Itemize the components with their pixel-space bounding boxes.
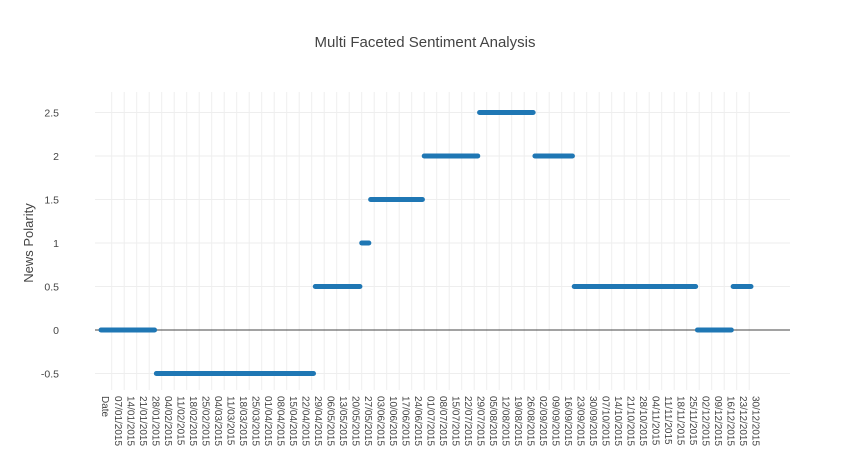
x-tick-label: 06/05/2015: [325, 396, 336, 446]
x-tick-label: 01/04/2015: [262, 396, 273, 446]
x-tick-label: 11/03/2015: [225, 396, 236, 446]
x-tick-labels: Date 07/01/2015 14/01/2015 21/01/2015 28/01/…: [99, 396, 761, 446]
chart-title: Multi Faceted Sentiment Analysis: [315, 34, 536, 51]
x-tick-label: 23/12/2015: [737, 396, 748, 446]
x-tick-label: 18/02/2015: [187, 396, 198, 446]
x-tick-label: 18/11/2015: [675, 396, 686, 446]
x-tick-label: 04/11/2015: [650, 396, 661, 446]
y-tick-label: 1: [53, 238, 59, 250]
grid-lines: [95, 92, 790, 390]
x-first-label: Date: [99, 396, 110, 418]
y-tick-label: 0: [53, 325, 59, 337]
x-tick-label: 27/05/2015: [362, 396, 373, 446]
y-tick-label: 2.5: [44, 108, 59, 120]
x-tick-label: 21/01/2015: [137, 396, 148, 446]
x-tick-label: 25/02/2015: [200, 396, 211, 446]
data-series: [98, 110, 754, 376]
x-tick-label: 12/08/2015: [500, 396, 511, 446]
x-tick-label: 02/12/2015: [700, 396, 711, 446]
y-axis-label: News Polarity: [21, 203, 36, 283]
x-tick-label: 16/12/2015: [725, 396, 736, 446]
x-tick-label: 22/07/2015: [462, 396, 473, 446]
x-tick-label: 30/12/2015: [750, 396, 761, 446]
y-tick-label: 0.5: [44, 282, 59, 294]
x-tick-label: 26/08/2015: [525, 396, 536, 446]
x-tick-label: 16/09/2015: [562, 396, 573, 446]
y-tick-label: 1.5: [44, 195, 59, 207]
x-tick-label: 09/09/2015: [550, 396, 561, 446]
x-tick-label: 19/08/2015: [512, 396, 523, 446]
x-tick-label: 08/04/2015: [275, 396, 286, 446]
x-tick-label: 10/06/2015: [387, 396, 398, 446]
x-tick-label: 15/07/2015: [450, 396, 461, 446]
x-tick-label: 09/12/2015: [712, 396, 723, 446]
x-tick-label: 02/09/2015: [537, 396, 548, 446]
x-tick-label: 17/06/2015: [400, 396, 411, 446]
x-tick-label: 21/10/2015: [625, 396, 636, 446]
x-tick-label: 07/10/2015: [600, 396, 611, 446]
x-tick-label: 22/04/2015: [300, 396, 311, 446]
x-tick-label: 14/10/2015: [612, 396, 623, 446]
x-tick-label: 13/05/2015: [337, 396, 348, 446]
y-tick-label: -0.5: [41, 369, 59, 381]
x-tick-label: 28/10/2015: [637, 396, 648, 446]
x-tick-label: 29/04/2015: [312, 396, 323, 446]
x-tick-label: 29/07/2015: [475, 396, 486, 446]
x-tick-label: 15/04/2015: [287, 396, 298, 446]
x-tick-label: 08/07/2015: [437, 396, 448, 446]
x-tick-label: 23/09/2015: [575, 396, 586, 446]
x-tick-label: 04/03/2015: [212, 396, 223, 446]
x-tick-label: 20/05/2015: [350, 396, 361, 446]
x-tick-label: 04/02/2015: [162, 396, 173, 446]
x-tick-label: 07/01/2015: [112, 396, 123, 446]
x-tick-label: 25/11/2015: [687, 396, 698, 446]
x-tick-label: 24/06/2015: [412, 396, 423, 446]
x-tick-label: 11/11/2015: [662, 396, 673, 445]
x-tick-label: 30/09/2015: [587, 396, 598, 446]
x-tick-label: 14/01/2015: [125, 396, 136, 446]
x-tick-label: 05/08/2015: [487, 396, 498, 446]
y-tick-label: 2: [53, 151, 59, 163]
x-tick-label: 18/03/2015: [237, 396, 248, 446]
x-tick-label: 01/07/2015: [425, 396, 436, 446]
x-tick-label: 28/01/2015: [150, 396, 161, 446]
x-tick-label: 03/06/2015: [375, 396, 386, 446]
y-tick-labels: -0.5 0 0.5 1 1.5 2 2.5: [41, 108, 59, 381]
x-tick-label: 25/03/2015: [250, 396, 261, 446]
x-tick-label: 11/02/2015: [175, 396, 186, 446]
